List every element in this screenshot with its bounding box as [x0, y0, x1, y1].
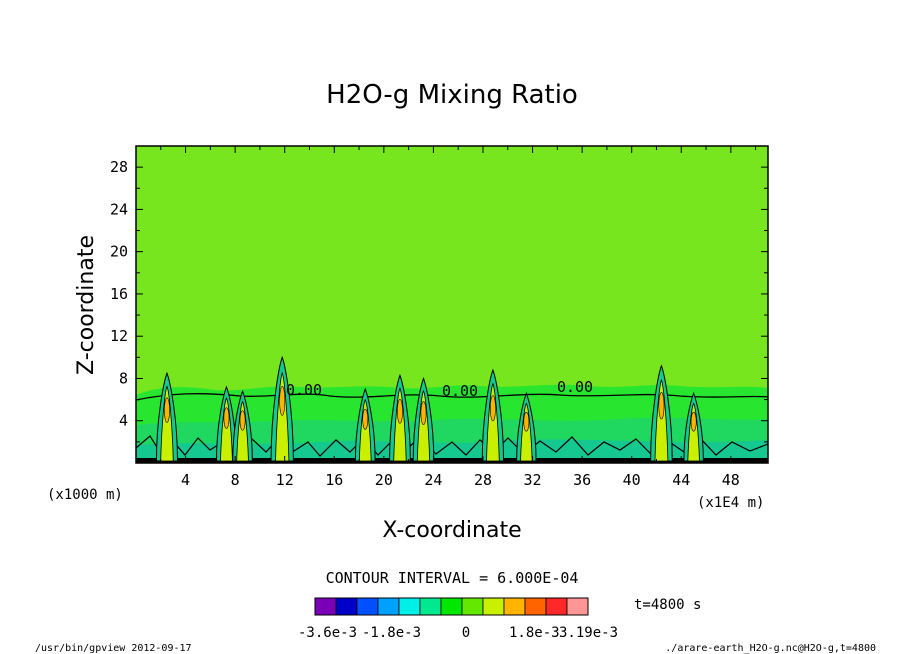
plume-peak: [690, 411, 697, 432]
x-tick-label: 36: [573, 471, 591, 489]
colorbar-swatch: [377, 597, 400, 616]
plume-peak: [420, 401, 427, 425]
colorbar-swatch: [398, 597, 421, 616]
colorbar-label-3: 0: [462, 625, 470, 641]
colorbar-swatch: [440, 597, 463, 616]
x-unit-left: (x1000 m): [47, 487, 123, 503]
colorbar-swatch: [419, 597, 442, 616]
x-axis-label: X-coordinate: [382, 518, 521, 543]
plume-peak: [658, 392, 665, 420]
plume-peak: [489, 395, 496, 422]
contour-label-1: 0.00: [286, 381, 322, 399]
plume-core: [486, 382, 500, 462]
colorbar-label-1: -3.6e-3: [298, 625, 357, 641]
footer-left: /usr/bin/gpview 2012-09-17: [35, 643, 192, 654]
plume-peak: [239, 410, 246, 431]
plume-peak: [397, 398, 403, 424]
colorbar-swatch: [314, 597, 337, 616]
plume-peak: [523, 411, 530, 432]
colorbar-swatch: [461, 597, 484, 616]
plume-peak: [223, 407, 230, 429]
contour-interval: CONTOUR INTERVAL = 6.000E-04: [326, 569, 579, 587]
y-tick-label: 28: [110, 158, 128, 176]
y-tick-label: 20: [110, 243, 128, 261]
colorbar-swatch: [356, 597, 379, 616]
y-tick-label: 12: [110, 327, 128, 345]
x-tick-label: 16: [325, 471, 343, 489]
x-tick-label: 24: [424, 471, 442, 489]
plume-core: [160, 385, 174, 462]
plume-core: [687, 402, 700, 462]
chart-title: H2O-g Mixing Ratio: [326, 80, 578, 110]
plume-core: [393, 387, 407, 462]
colorbar-label-2: -1.8e-3: [362, 625, 421, 641]
y-tick-label: 8: [119, 369, 128, 387]
x-ticks: 4 8 12 16 20 24 28 32 36 40 44 48: [160, 146, 757, 489]
y-axis-label: Z-coordinate: [74, 235, 99, 375]
plume-core: [275, 371, 290, 462]
plume-core: [654, 379, 669, 462]
time-label: t=4800 s: [634, 597, 701, 613]
x-tick-label: 12: [276, 471, 294, 489]
plot-frame: [135, 145, 769, 464]
colorbar-swatch: [503, 597, 526, 616]
colorbar-swatch: [545, 597, 568, 616]
contour-label-2: 0.00: [442, 382, 478, 400]
x-tick-label: 40: [623, 471, 641, 489]
y-ticks: 4 8 12 16 20 24 28: [110, 145, 768, 443]
contour-label-3: 0.00: [557, 378, 593, 396]
surface-boundary: [136, 458, 768, 463]
colorbar-swatch: [335, 597, 358, 616]
colorbar-label-4: 1.8e-3: [509, 625, 560, 641]
x-tick-label: 28: [474, 471, 492, 489]
plume-core: [236, 400, 249, 462]
x-tick-label: 48: [722, 471, 740, 489]
colorbar-swatch: [566, 597, 589, 616]
colorbar-frame: [314, 597, 589, 616]
plume-peak: [279, 386, 286, 416]
footer-right: ./arare-earth_H2O-g.nc@H2O-g,t=4800: [665, 643, 876, 654]
plume-core: [220, 397, 233, 462]
plume-peak: [362, 408, 369, 430]
zero-contour-line: [135, 393, 769, 401]
x-tick-label: 20: [375, 471, 393, 489]
convective-plumes: [155, 355, 704, 462]
x-tick-label: 44: [672, 471, 690, 489]
x-tick-label: 4: [181, 471, 190, 489]
plume-peak: [164, 397, 170, 423]
x-unit-right: (x1E4 m): [697, 495, 764, 511]
colorbar-swatch: [482, 597, 505, 616]
y-tick-label: 4: [119, 412, 128, 430]
y-tick-label: 16: [110, 285, 128, 303]
plume-core: [416, 389, 431, 462]
colorbar-label-5: 3.19e-3: [559, 625, 618, 641]
x-tick-label: 8: [231, 471, 240, 489]
colorbar-swatch: [524, 597, 547, 616]
plume-core: [520, 402, 533, 462]
colorbar: [314, 597, 589, 616]
x-tick-label: 32: [524, 471, 542, 489]
y-tick-label: 24: [110, 200, 128, 218]
plume-core: [358, 399, 372, 462]
